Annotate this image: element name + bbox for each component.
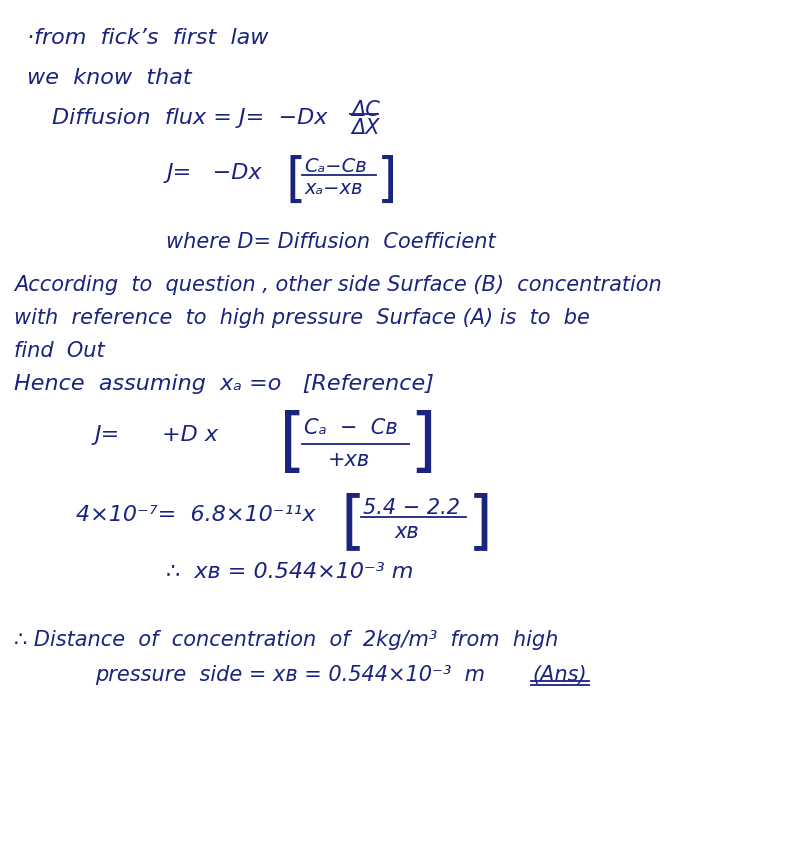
Text: J=      +D x: J= +D x	[95, 425, 219, 445]
Text: (Ans): (Ans)	[533, 664, 587, 684]
Text: ]: ]	[468, 491, 493, 554]
Text: [: [	[286, 154, 306, 207]
Text: According  to  question , other side Surface (B)  concentration: According to question , other side Surfa…	[14, 274, 662, 295]
Text: ΔX: ΔX	[352, 118, 380, 138]
Text: with  reference  to  high pressure  Surface (A) is  to  be: with reference to high pressure Surface …	[14, 307, 590, 327]
Text: we  know  that: we know that	[26, 68, 191, 88]
Text: ΔC: ΔC	[352, 100, 381, 120]
Text: ·from  fick’s  first  law: ·from fick’s first law	[26, 28, 268, 48]
Text: Hence  assuming  xₐ =o   [Reference]: Hence assuming xₐ =o [Reference]	[14, 374, 434, 393]
Text: find  Out: find Out	[14, 341, 105, 360]
Text: xₐ−xв: xₐ−xв	[304, 179, 362, 197]
Text: Diffusion  flux = J=  −Dx: Diffusion flux = J= −Dx	[52, 108, 328, 127]
Text: xв: xв	[394, 522, 419, 541]
Text: ]: ]	[377, 154, 397, 207]
Text: where D= Diffusion  Coefficient: where D= Diffusion Coefficient	[166, 232, 496, 252]
Text: ]: ]	[409, 409, 436, 476]
Text: pressure  side = xв = 0.544×10⁻³  m: pressure side = xв = 0.544×10⁻³ m	[95, 664, 485, 684]
Text: J=   −Dx: J= −Dx	[166, 163, 262, 183]
Text: Cₐ  −  Cв: Cₐ − Cв	[304, 418, 398, 437]
Text: [: [	[340, 491, 366, 554]
Text: +xв: +xв	[328, 450, 370, 469]
Text: Cₐ−Cв: Cₐ−Cв	[304, 157, 367, 176]
Text: ∴ Distance  of  concentration  of  2kg/m³  from  high: ∴ Distance of concentration of 2kg/m³ fr…	[14, 630, 558, 649]
Text: 5.4 − 2.2: 5.4 − 2.2	[363, 497, 460, 517]
Text: [: [	[278, 409, 306, 476]
Text: ∴  xв = 0.544×10⁻³ m: ∴ xв = 0.544×10⁻³ m	[166, 561, 414, 582]
Text: 4×10⁻⁷=  6.8×10⁻¹¹x: 4×10⁻⁷= 6.8×10⁻¹¹x	[76, 505, 315, 524]
